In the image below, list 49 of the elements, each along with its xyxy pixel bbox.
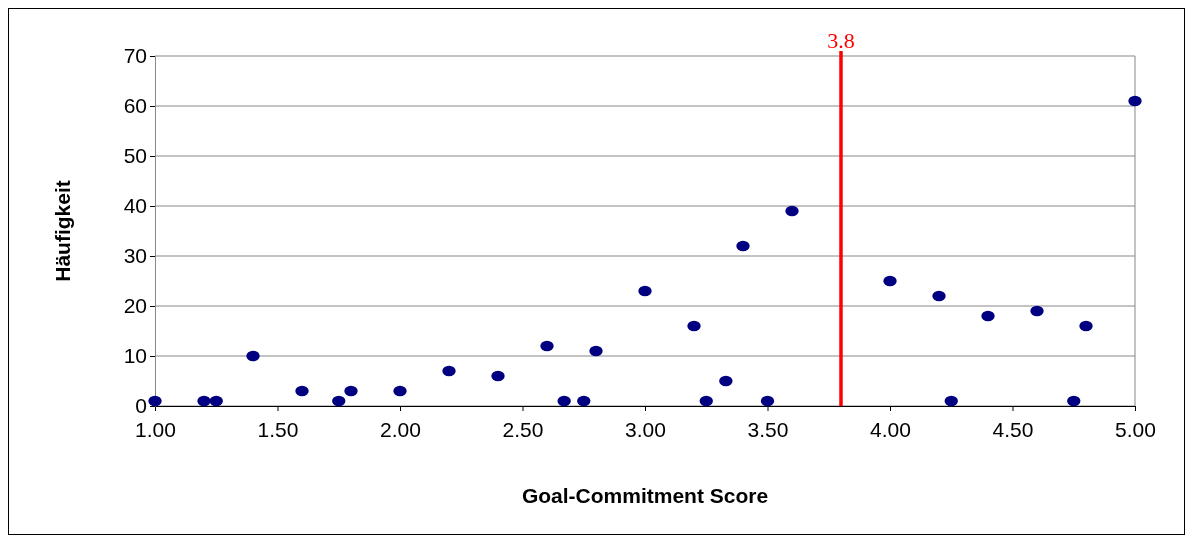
x-tick-label: 3.00 xyxy=(625,418,666,442)
point xyxy=(1030,305,1044,317)
x-tick-label: 4.50 xyxy=(992,418,1034,442)
y-tick-label: 0 xyxy=(135,394,147,418)
point xyxy=(197,395,211,407)
point xyxy=(344,385,358,397)
point xyxy=(246,350,260,362)
point xyxy=(687,320,701,332)
point xyxy=(577,395,591,407)
y-tick-label: 40 xyxy=(123,194,147,218)
y-tick-label: 60 xyxy=(123,94,147,118)
point xyxy=(442,365,456,377)
x-tick-label: 1.50 xyxy=(257,418,299,442)
point xyxy=(148,395,162,407)
point xyxy=(557,395,571,407)
point xyxy=(638,285,652,297)
point xyxy=(209,395,223,407)
x-tick-label: 2.50 xyxy=(502,418,544,442)
y-tick-label: 70 xyxy=(123,44,147,68)
point xyxy=(1079,320,1093,332)
point xyxy=(932,290,946,302)
point xyxy=(883,275,897,287)
x-tick-label: 4.00 xyxy=(870,418,911,442)
point xyxy=(332,395,346,407)
point xyxy=(981,310,995,322)
point xyxy=(1067,395,1081,407)
point xyxy=(719,375,733,387)
point xyxy=(736,240,750,252)
y-tick-label: 20 xyxy=(123,294,147,318)
y-tick-label: 50 xyxy=(123,144,147,168)
x-tick-label: 1.00 xyxy=(135,418,176,442)
x-tick-label: 2.00 xyxy=(380,418,421,442)
ref-line-label: 3.8 xyxy=(827,28,855,53)
y-axis-title: Häufigkeit xyxy=(51,180,74,282)
point xyxy=(540,340,554,352)
point xyxy=(589,345,603,357)
y-tick-label: 10 xyxy=(123,344,147,368)
y-tick-label: 30 xyxy=(123,244,147,268)
point xyxy=(1128,95,1142,107)
x-tick-label: 5.00 xyxy=(1115,418,1156,442)
point xyxy=(760,395,775,407)
point xyxy=(491,370,505,382)
point xyxy=(295,385,309,397)
point xyxy=(944,395,958,407)
point xyxy=(393,385,407,397)
point xyxy=(699,395,713,407)
point xyxy=(785,205,799,217)
x-tick-label: 3.50 xyxy=(747,418,789,442)
x-axis-title: Goal-Commitment Score xyxy=(521,484,769,507)
